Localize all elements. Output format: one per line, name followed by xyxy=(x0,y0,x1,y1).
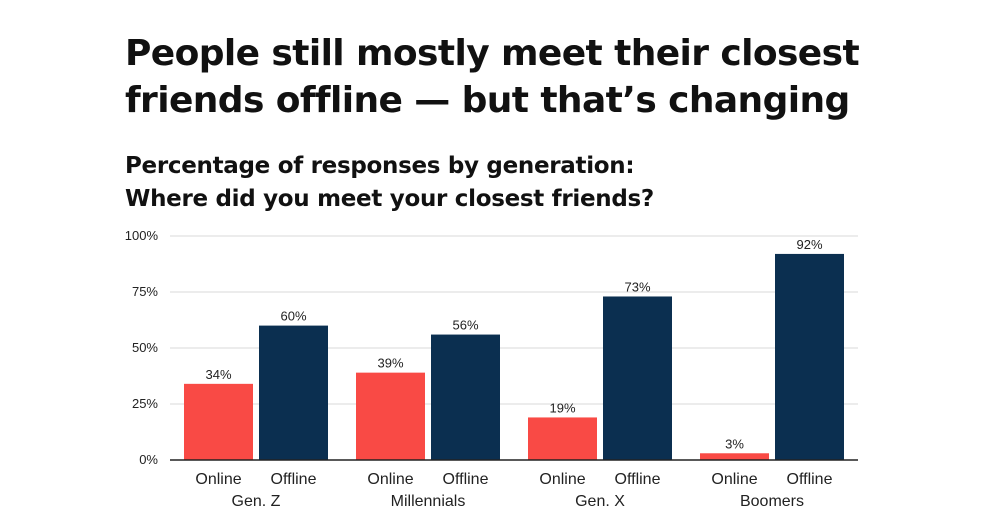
x-sub-label-online: Online xyxy=(539,471,585,488)
x-category-label: Millennials xyxy=(391,493,466,510)
x-category-label: Boomers xyxy=(740,493,804,510)
x-sub-label-online: Online xyxy=(367,471,413,488)
subtitle-line-1: Percentage of responses by generation: xyxy=(125,153,635,179)
y-tick-label: 25% xyxy=(132,396,158,411)
x-sub-label-offline: Offline xyxy=(615,471,661,488)
x-sub-label-offline: Offline xyxy=(271,471,317,488)
x-sub-label-online: Online xyxy=(711,471,757,488)
subtitle-line-2: Where did you meet your closest friends? xyxy=(125,186,654,212)
data-label: 39% xyxy=(377,356,403,371)
bar-online xyxy=(184,383,253,460)
chart-title: People still mostly meet their closest f… xyxy=(125,33,860,121)
chart-subtitle: Percentage of responses by generation: W… xyxy=(125,150,945,216)
y-tick-label: 0% xyxy=(139,452,158,467)
data-label: 60% xyxy=(280,309,306,324)
data-label: 92% xyxy=(796,237,822,252)
x-sub-label-online: Online xyxy=(195,471,241,488)
x-category-label: Gen. X xyxy=(575,493,625,510)
bar-online xyxy=(700,453,769,460)
y-tick-label: 100% xyxy=(125,228,159,243)
data-label: 19% xyxy=(549,400,575,415)
y-tick-label: 75% xyxy=(132,284,158,299)
data-label: 3% xyxy=(725,436,744,451)
bar-online xyxy=(356,372,425,460)
bar-online xyxy=(528,417,597,460)
x-sub-label-offline: Offline xyxy=(443,471,489,488)
bar-offline xyxy=(259,325,328,460)
data-label: 34% xyxy=(205,367,231,382)
data-label: 56% xyxy=(452,318,478,333)
x-sub-label-offline: Offline xyxy=(787,471,833,488)
data-label: 73% xyxy=(624,279,650,294)
bar-offline xyxy=(775,253,844,460)
bar-offline xyxy=(603,296,672,460)
bar-offline xyxy=(431,334,500,460)
x-category-label: Gen. Z xyxy=(232,493,281,510)
y-tick-label: 50% xyxy=(132,340,158,355)
